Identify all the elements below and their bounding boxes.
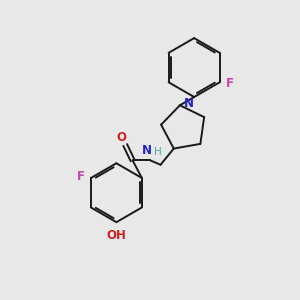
Text: O: O (117, 130, 127, 144)
Text: N: N (142, 144, 152, 157)
Text: F: F (76, 170, 84, 183)
Text: F: F (226, 77, 234, 90)
Text: H: H (154, 147, 161, 157)
Text: N: N (183, 97, 194, 110)
Text: OH: OH (106, 229, 126, 242)
